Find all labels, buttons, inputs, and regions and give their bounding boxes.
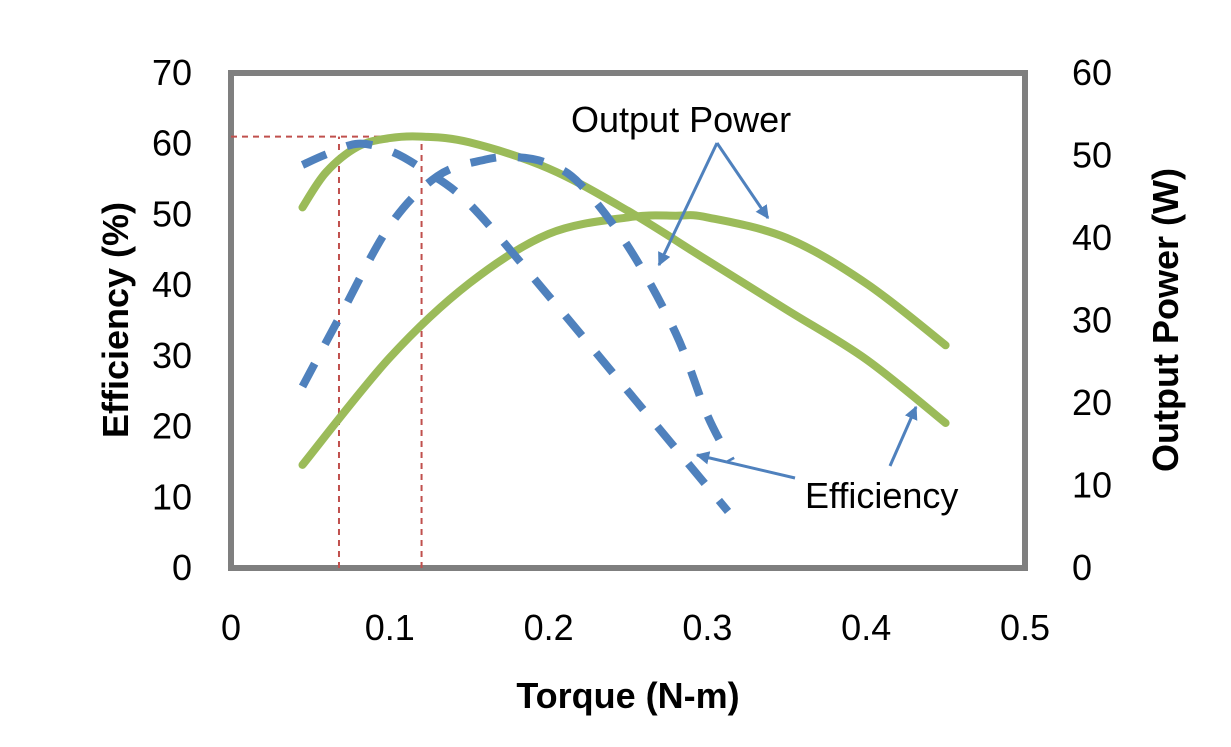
y-left-tick-label: 60 — [152, 123, 192, 164]
y-axis-right-title: Output Power (W) — [1145, 168, 1186, 472]
y-left-tick-label: 20 — [152, 406, 192, 447]
arrow-efficiency-2 — [888, 405, 918, 467]
x-axis-title: Torque (N-m) — [516, 675, 739, 716]
series-line-efficiency-solid — [298, 132, 950, 427]
series-line-output_power-solid — [298, 211, 950, 469]
x-axis-ticks: 0 0.1 0.2 0.3 0.4 0.5 — [221, 607, 1050, 648]
arrow-output-power-2 — [715, 142, 770, 220]
series-line-efficiency-dashed — [300, 139, 732, 514]
y-right-tick-label: 40 — [1072, 217, 1112, 258]
plot-frame — [228, 70, 1028, 571]
x-tick-label: 0.5 — [1000, 607, 1050, 648]
x-tick-label: 0 — [221, 607, 241, 648]
series-line-output_power-dashed — [298, 152, 735, 463]
x-tick-label: 0.1 — [365, 607, 415, 648]
y-right-tick-label: 50 — [1072, 135, 1112, 176]
y-left-tick-label: 30 — [152, 335, 192, 376]
y-axis-left-title: Efficiency (%) — [95, 202, 136, 438]
series-layer — [298, 132, 950, 514]
y-axis-right-ticks: 0 10 20 30 40 50 60 — [1072, 52, 1112, 588]
arrow-efficiency-1 — [695, 451, 796, 480]
y-right-tick-label: 0 — [1072, 547, 1092, 588]
y-left-tick-label: 10 — [152, 476, 192, 517]
y-left-tick-label: 0 — [172, 547, 192, 588]
y-right-tick-label: 20 — [1072, 382, 1112, 423]
annotation-efficiency: Efficiency — [805, 475, 958, 516]
y-left-tick-label: 70 — [152, 52, 192, 93]
y-right-tick-label: 60 — [1072, 52, 1112, 93]
x-tick-label: 0.3 — [682, 607, 732, 648]
annotation-output-power: Output Power — [571, 99, 791, 140]
y-right-tick-label: 30 — [1072, 300, 1112, 341]
arrow-output-power-1 — [657, 142, 719, 267]
annotation-arrows — [657, 142, 918, 480]
x-tick-label: 0.4 — [841, 607, 891, 648]
y-right-tick-label: 10 — [1072, 465, 1112, 506]
x-tick-label: 0.2 — [524, 607, 574, 648]
y-left-tick-label: 50 — [152, 193, 192, 234]
y-axis-left-ticks: 0 10 20 30 40 50 60 70 — [152, 52, 192, 588]
y-left-tick-label: 40 — [152, 264, 192, 305]
